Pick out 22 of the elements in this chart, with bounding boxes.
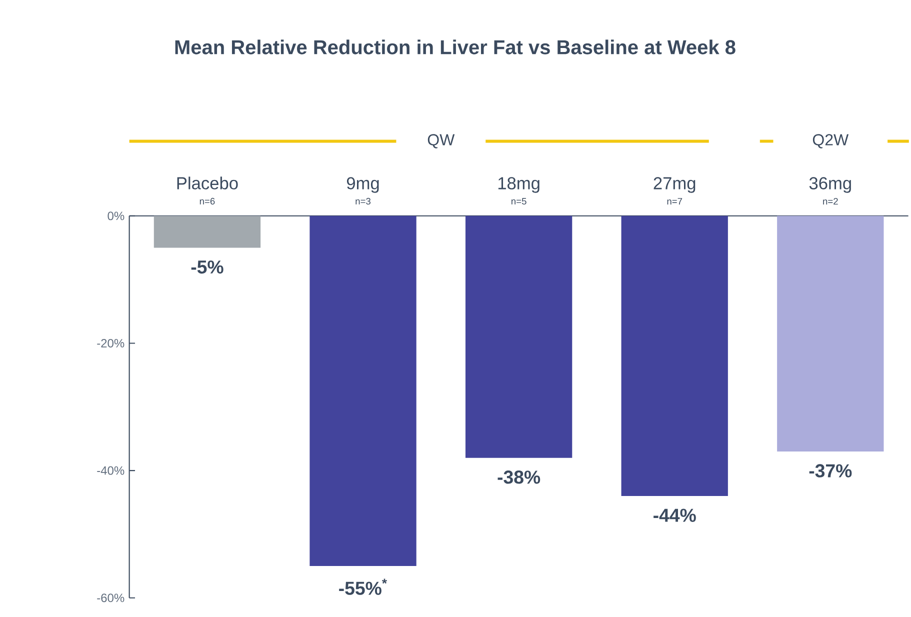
text: n=6 <box>200 198 215 205</box>
y-tick-label: -40% <box>97 466 124 475</box>
y-tick-label: -60% <box>97 594 124 602</box>
data-label: -5% <box>191 260 224 274</box>
text: n=3 <box>356 198 371 205</box>
x-tick-label: 27mg <box>654 177 696 193</box>
x-tick-label: 36mg <box>809 177 851 193</box>
text: QW <box>428 134 455 148</box>
text: Q2W <box>812 134 849 148</box>
x-tick-label: 9mg <box>346 177 379 193</box>
text: n=2 <box>823 198 838 205</box>
data-label: -38% <box>498 470 540 484</box>
y-tick-label: -20% <box>97 338 124 348</box>
data-label: -55%$^{*}$ <box>339 578 388 595</box>
text: n=7 <box>667 198 682 205</box>
y-tick-label: 0% <box>108 212 124 220</box>
x-tick-label: 18mg <box>498 177 540 193</box>
text: n=5 <box>512 198 526 205</box>
data-label: -37% <box>809 464 852 478</box>
data-label: -44% <box>654 508 696 522</box>
chart-title: Mean Relative Reduction in Liver Fat vs Baseline at Week 8 <box>175 40 736 54</box>
x-tick-label: Placebo <box>177 176 238 190</box>
